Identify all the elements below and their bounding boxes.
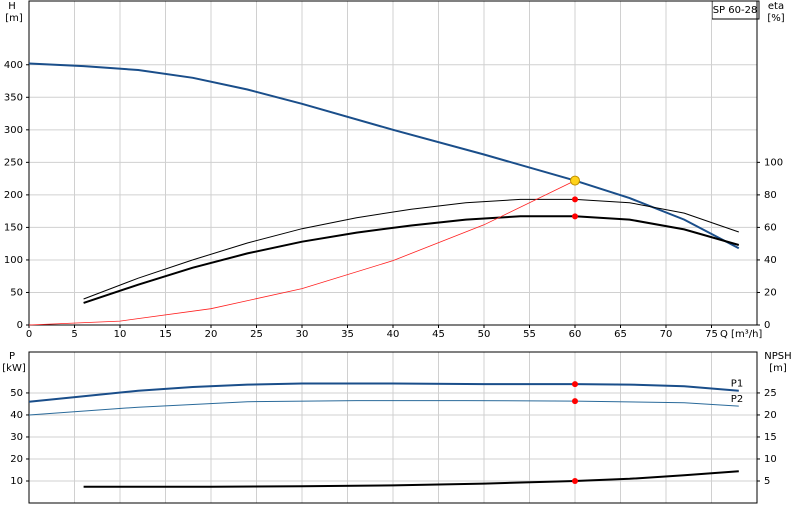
curve: [83, 198, 739, 300]
y-tick-label: 50: [10, 388, 23, 399]
x-tick-label: 50: [478, 329, 491, 340]
y-axis-label: P: [9, 351, 15, 362]
y-axis-label: H: [8, 1, 16, 12]
y2-tick-label: 10: [764, 454, 777, 465]
x-tick-label: 60: [569, 329, 582, 340]
x-tick-label: 5: [71, 329, 77, 340]
curve: [28, 382, 739, 403]
y-tick-label: 100: [4, 255, 23, 266]
x-tick-label: 0: [26, 329, 32, 340]
y-tick-label: 30: [10, 432, 23, 443]
x-tick-label: 10: [114, 329, 127, 340]
curve: [28, 180, 576, 326]
y2-tick-label: 5: [764, 476, 770, 487]
x-tick-label: 65: [614, 329, 627, 340]
operating-point: [570, 175, 580, 186]
y2-tick-label: 60: [764, 222, 777, 233]
x-tick-label: 25: [250, 329, 263, 340]
x-tick-label: 70: [660, 329, 673, 340]
operating-point: [572, 477, 578, 484]
x-tick-label: 30: [296, 329, 309, 340]
x-tick-label: 75: [705, 329, 718, 340]
x-tick-label: 20: [205, 329, 218, 340]
y-tick-label: 40: [10, 410, 23, 421]
y-tick-label: 250: [4, 157, 23, 168]
y-tick-label: 200: [4, 190, 23, 201]
x-axis-label: Q [m³/h]: [720, 329, 762, 340]
y2-tick-label: 100: [764, 157, 783, 168]
x-tick-label: 45: [432, 329, 445, 340]
y-tick-label: 50: [10, 287, 23, 298]
curve: [83, 470, 739, 488]
y-tick-label: 300: [4, 125, 23, 136]
chart-title: SP 60-28: [713, 5, 758, 16]
operating-point: [572, 381, 578, 388]
operating-point: [572, 196, 578, 203]
y2-axis-label: NPSH: [764, 351, 791, 362]
y-axis-unit: [m]: [5, 13, 23, 24]
curve: [83, 215, 740, 304]
y-tick-label: 20: [10, 454, 23, 465]
y2-tick-label: 15: [764, 432, 777, 443]
legend-label: P1: [731, 379, 743, 390]
plot-frame: [28, 351, 758, 504]
y2-tick-label: 25: [764, 388, 777, 399]
y2-axis-unit: [m]: [769, 363, 787, 374]
y-tick-label: 0: [17, 320, 23, 331]
x-tick-label: 35: [341, 329, 354, 340]
y2-tick-label: 20: [764, 410, 777, 421]
y-tick-label: 150: [4, 222, 23, 233]
y2-tick-label: 40: [764, 255, 777, 266]
operating-point: [572, 398, 578, 405]
y2-axis-unit: [%]: [767, 13, 784, 24]
x-tick-label: 55: [523, 329, 536, 340]
y2-tick-label: 80: [764, 190, 777, 201]
curve: [28, 400, 739, 416]
y-axis-unit: [kW]: [2, 363, 26, 374]
y-tick-label: 10: [10, 476, 23, 487]
x-tick-label: 15: [159, 329, 172, 340]
x-tick-label: 40: [387, 329, 400, 340]
curve: [28, 62, 740, 250]
y2-axis-label: eta: [768, 1, 784, 12]
y2-tick-label: 20: [764, 287, 777, 298]
operating-point: [572, 213, 578, 220]
legend-label: P2: [731, 394, 743, 405]
y-tick-label: 400: [4, 60, 23, 71]
y2-tick-label: 0: [764, 320, 770, 331]
y-tick-label: 350: [4, 92, 23, 103]
